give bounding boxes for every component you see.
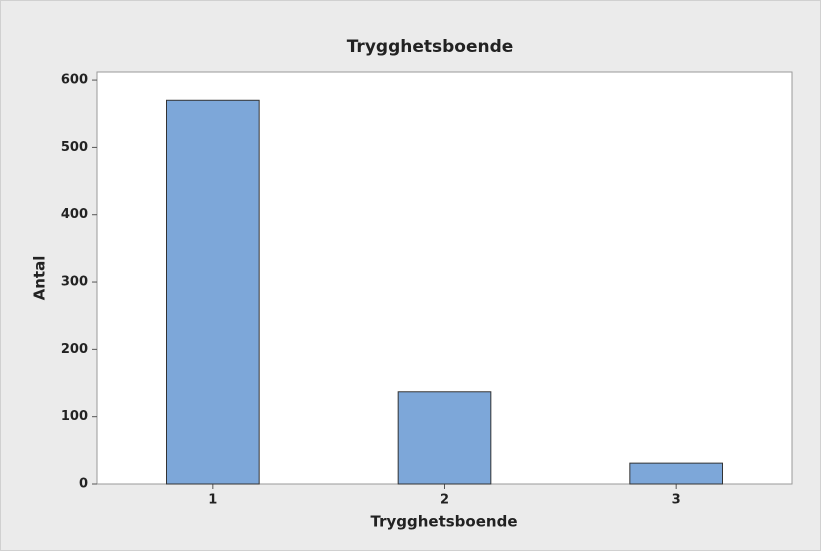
bar	[166, 99, 260, 485]
bar	[629, 462, 723, 485]
y-tick-label: 400	[61, 207, 88, 222]
x-tick-label: 1	[208, 493, 217, 508]
y-tick-label: 600	[61, 73, 88, 88]
y-tick-label: 500	[61, 140, 88, 155]
y-tick-label: 300	[61, 275, 88, 290]
x-axis-label: Trygghetsboende	[371, 513, 518, 531]
y-axis-label: Antal	[31, 256, 49, 301]
x-tick-label: 3	[672, 493, 681, 508]
y-tick-label: 0	[79, 477, 88, 492]
y-tick-label: 100	[61, 409, 88, 424]
chart-title: Trygghetsboende	[347, 37, 514, 57]
bar	[397, 391, 492, 485]
y-tick-label: 200	[61, 342, 88, 357]
x-tick-label: 2	[440, 493, 449, 508]
